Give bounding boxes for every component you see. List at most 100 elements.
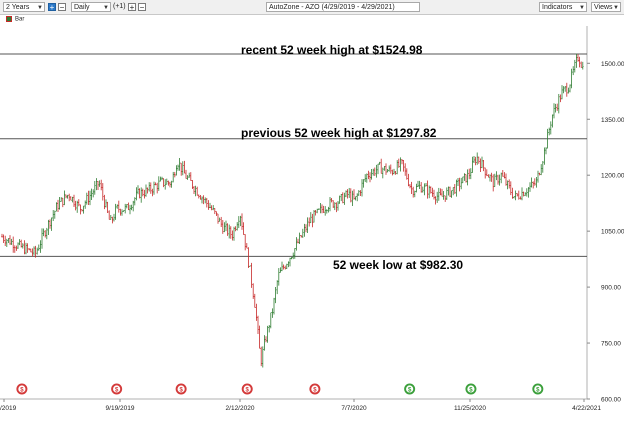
price-bar xyxy=(404,163,407,176)
price-bar xyxy=(268,325,271,333)
price-bar xyxy=(221,220,224,234)
price-bar xyxy=(145,184,147,197)
price-bar xyxy=(327,206,330,213)
price-bar xyxy=(61,197,64,208)
offset-decrement-button[interactable]: − xyxy=(138,3,146,12)
price-bar xyxy=(111,216,114,224)
price-bar xyxy=(98,180,101,187)
interval-value: Daily xyxy=(74,4,90,11)
price-bar xyxy=(575,53,578,68)
previous-high-annotation: previous 52 week high at $1297.82 xyxy=(241,126,437,140)
price-bar xyxy=(397,158,400,168)
price-bar xyxy=(290,257,293,260)
price-bar xyxy=(178,158,181,171)
svg-text:$: $ xyxy=(179,387,183,393)
price-bar xyxy=(133,197,136,206)
period-select[interactable]: 2 Years ▼ xyxy=(3,2,45,12)
price-bar xyxy=(252,283,255,299)
price-bar xyxy=(554,103,557,113)
price-bar xyxy=(52,210,55,222)
price-bar xyxy=(188,172,191,178)
price-bar xyxy=(156,182,159,194)
price-bar xyxy=(57,199,59,213)
price-bar xyxy=(521,187,523,201)
price-bar xyxy=(79,204,82,215)
symbol-range-field[interactable]: AutoZone - AZO (4/29/2019 - 4/29/2021) xyxy=(266,2,420,12)
price-bar xyxy=(50,217,53,231)
price-bar xyxy=(317,208,320,210)
indicators-menu[interactable]: Indicators ▼ xyxy=(539,2,587,12)
price-bar xyxy=(354,196,357,201)
price-bar xyxy=(557,93,560,114)
price-bar xyxy=(509,181,512,196)
price-bar xyxy=(226,223,229,236)
price-bar xyxy=(138,188,141,199)
price-bar xyxy=(297,238,299,244)
price-bar xyxy=(210,205,213,211)
price-bar xyxy=(141,188,144,197)
price-bar xyxy=(561,85,563,100)
interval-select[interactable]: Daily ▼ xyxy=(71,2,111,12)
price-bar xyxy=(212,205,215,211)
price-bar xyxy=(349,188,352,203)
price-bar xyxy=(330,198,333,203)
price-bar xyxy=(100,179,103,191)
views-menu[interactable]: Views ▼ xyxy=(591,2,621,12)
price-bar xyxy=(159,176,162,182)
price-bar xyxy=(223,222,226,233)
price-bar xyxy=(442,190,445,200)
offset-increment-button[interactable]: + xyxy=(128,3,136,12)
svg-text:$: $ xyxy=(408,387,412,393)
price-bar xyxy=(386,168,389,173)
dividend-marker-icon[interactable]: $ xyxy=(175,383,187,395)
price-bar xyxy=(481,156,483,169)
price-bar xyxy=(309,212,312,224)
price-bar xyxy=(343,192,346,205)
price-bar xyxy=(329,196,331,212)
price-bar xyxy=(364,174,367,183)
dividend-marker-icon[interactable]: $ xyxy=(241,383,253,395)
price-bar xyxy=(559,94,562,103)
price-bar xyxy=(271,308,274,318)
zoom-in-button[interactable]: + xyxy=(48,3,56,12)
price-bar xyxy=(357,190,360,196)
price-bar xyxy=(301,228,304,238)
price-bar xyxy=(23,240,26,255)
price-bar xyxy=(186,175,189,180)
price-bar xyxy=(92,189,95,198)
price-bar xyxy=(370,169,373,180)
dividend-marker-icon[interactable]: $ xyxy=(404,383,416,395)
price-bar xyxy=(157,176,160,191)
price-bar xyxy=(519,196,522,200)
price-bar xyxy=(506,180,509,190)
price-bar xyxy=(76,200,79,213)
dividend-marker-icon[interactable]: $ xyxy=(16,383,28,395)
price-bar xyxy=(42,228,45,237)
price-bar xyxy=(391,169,394,176)
price-bar xyxy=(444,195,447,202)
price-bar xyxy=(389,164,392,174)
price-bar xyxy=(207,200,210,210)
price-bar xyxy=(543,147,546,165)
price-bar xyxy=(415,183,418,193)
dividend-marker-icon[interactable]: $ xyxy=(532,383,544,395)
price-bar xyxy=(239,215,242,227)
price-bar xyxy=(489,174,491,182)
period-value: 2 Years xyxy=(6,4,30,11)
price-bar xyxy=(47,219,50,235)
price-bar xyxy=(124,203,127,214)
price-bar xyxy=(356,193,359,202)
price-bar xyxy=(487,174,490,178)
price-bar xyxy=(401,159,403,165)
price-bar xyxy=(276,280,279,295)
dividend-marker-icon[interactable]: $ xyxy=(465,383,477,395)
price-bar xyxy=(215,211,218,216)
price-bar xyxy=(549,121,552,135)
dividend-marker-icon[interactable]: $ xyxy=(111,383,123,395)
price-bar xyxy=(244,234,247,251)
price-bar xyxy=(577,54,579,62)
zoom-out-button[interactable]: − xyxy=(58,3,66,12)
price-bar xyxy=(324,206,327,216)
dividend-marker-icon[interactable]: $ xyxy=(309,383,321,395)
price-bar xyxy=(525,188,528,197)
